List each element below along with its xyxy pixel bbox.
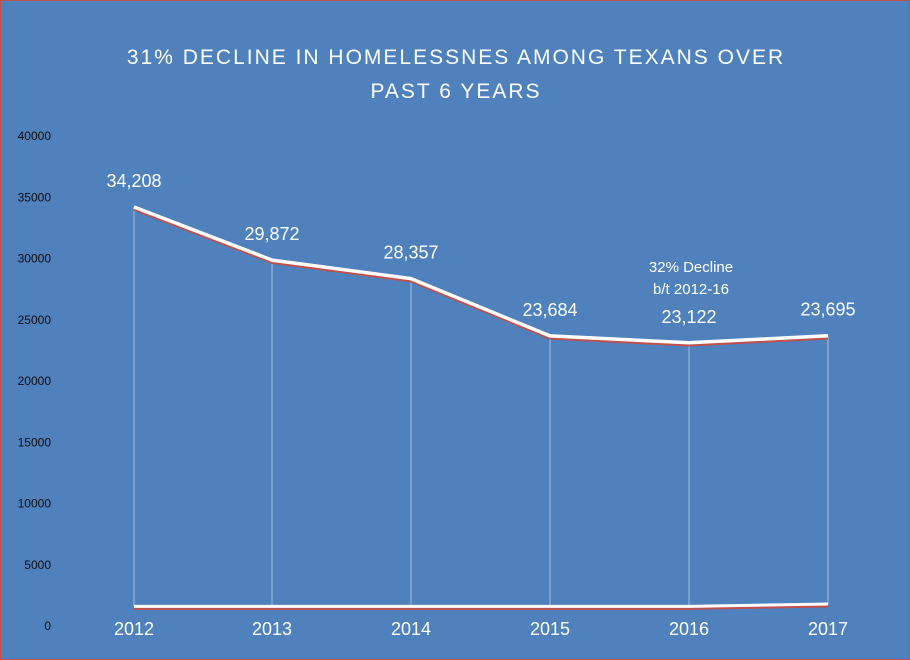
y-tick-label: 35000	[18, 190, 52, 204]
series-1-line	[133, 205, 829, 345]
data-label: 29,872	[244, 224, 299, 244]
series-2-line	[134, 602, 829, 608]
chart-title: 31% DECLINE IN HOMELESSNES AMONG TEXANS …	[1, 41, 909, 109]
x-tick-label: 2012	[114, 619, 154, 639]
annotation-line: b/t 2012-16	[653, 281, 729, 298]
x-tick-label: 2015	[530, 619, 570, 639]
chart-title-line-1: 31% DECLINE IN HOMELESSNES AMONG TEXANS …	[126, 46, 786, 69]
y-tick-label: 25000	[18, 313, 52, 327]
y-tick-label: 30000	[18, 252, 52, 266]
y-tick-label: 20000	[18, 374, 52, 388]
data-label: 23,122	[661, 307, 716, 327]
y-tick-label: 40000	[18, 129, 52, 143]
x-tick-label: 2016	[669, 619, 709, 639]
data-label: 28,357	[383, 243, 438, 263]
chart-title-line-2: PAST 6 YEARS	[370, 80, 542, 103]
y-tick-label: 15000	[18, 435, 52, 449]
series-2-line-shadow	[134, 604, 829, 610]
data-label: 34,208	[106, 171, 161, 191]
x-tick-label: 2017	[808, 619, 848, 639]
data-label: 23,684	[522, 300, 577, 320]
x-tick-label: 2014	[391, 619, 431, 639]
y-tick-label: 10000	[18, 497, 52, 511]
y-tick-label: 5000	[24, 558, 51, 572]
y-tick-label: 0	[44, 619, 51, 633]
x-tick-label: 2013	[252, 619, 292, 639]
annotation-line: 32% Decline	[649, 259, 733, 276]
series-1-line-shadow	[133, 207, 829, 347]
data-label: 23,695	[800, 300, 855, 320]
